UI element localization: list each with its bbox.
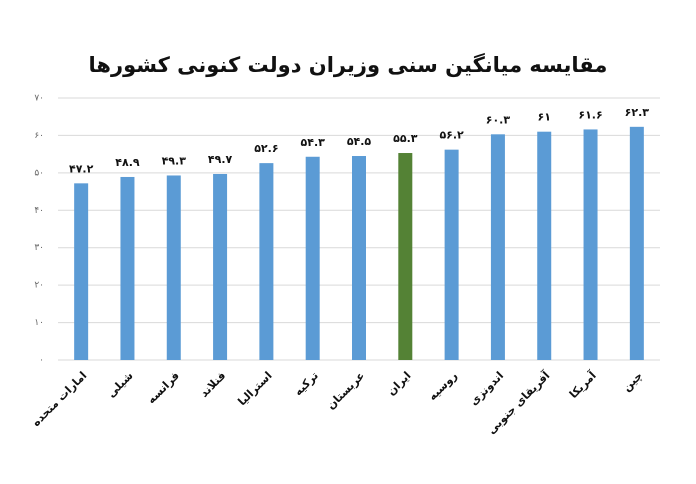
- bar: [259, 163, 274, 360]
- bar: [537, 131, 552, 360]
- x-tick-label: استرالیا: [235, 369, 274, 408]
- x-tick-label: فرانسه: [145, 369, 182, 406]
- value-label: ۶۱.۶: [578, 108, 602, 121]
- bar: [120, 176, 135, 360]
- x-tick-label: عربستان: [324, 369, 367, 412]
- x-tick-label: ایران: [385, 369, 414, 398]
- value-label: ۵۲.۶: [254, 142, 278, 155]
- bar: [352, 156, 366, 360]
- y-tick-label: ۷۰: [34, 94, 44, 104]
- value-label: ۵۵.۳: [393, 132, 418, 145]
- x-tick-label: امارات متحده: [29, 369, 89, 429]
- y-tick-label: ۰: [39, 356, 44, 366]
- chart-title: مقایسه میانگین سنی وزیران دولت کنونی کشو…: [89, 52, 608, 77]
- value-label: ۴۸.۹: [115, 156, 140, 169]
- bar: [629, 126, 644, 360]
- y-tick-label: ۶۰: [34, 131, 44, 141]
- value-label: ۴۷.۲: [69, 162, 94, 175]
- y-tick-label: ۳۰: [34, 243, 44, 253]
- value-label: ۶۲.۳: [625, 106, 650, 119]
- value-label: ۴۹.۳: [162, 154, 187, 167]
- x-tick-label: آمریکا: [566, 368, 599, 401]
- x-tick-label: شیلی: [105, 369, 136, 400]
- x-tick-label: چین: [620, 369, 645, 394]
- bar: [166, 175, 181, 360]
- bar: [398, 153, 413, 360]
- y-tick-label: ۵۰: [34, 168, 44, 178]
- y-tick-label: ۱۰: [34, 318, 44, 328]
- value-label: ۵۶.۲: [439, 129, 464, 142]
- value-label: ۶۱: [538, 111, 551, 124]
- x-tick-label: اندونزی: [467, 369, 506, 408]
- bar: [74, 183, 89, 360]
- x-tick-label: فنلاند: [198, 369, 229, 400]
- value-label: ۵۴.۳: [301, 136, 326, 149]
- value-label: ۶۰.۳: [486, 113, 511, 126]
- y-tick-label: ۲۰: [34, 281, 44, 291]
- bar: [213, 173, 228, 360]
- value-label: ۵۴.۵: [347, 135, 372, 148]
- value-label: ۴۹.۷: [208, 153, 233, 166]
- y-tick-label: ۴۰: [34, 206, 44, 216]
- x-tick-label: ترکیه: [292, 369, 321, 398]
- bar: [444, 149, 459, 360]
- bar: [583, 129, 598, 360]
- bar: [490, 134, 505, 360]
- bar: [305, 156, 320, 360]
- x-tick-label: روسیه: [426, 369, 460, 403]
